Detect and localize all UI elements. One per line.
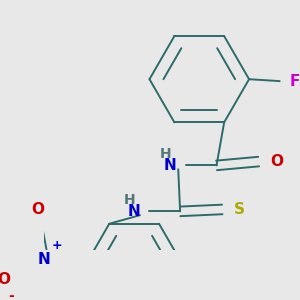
Text: N: N	[127, 204, 140, 219]
Text: -: -	[8, 289, 14, 300]
Text: N: N	[37, 252, 50, 267]
Text: O: O	[31, 202, 44, 217]
Text: F: F	[289, 74, 300, 88]
Text: O: O	[270, 154, 283, 169]
Text: N: N	[164, 158, 176, 173]
Text: +: +	[51, 239, 62, 252]
Text: S: S	[234, 202, 245, 217]
Text: H: H	[160, 147, 172, 161]
Text: H: H	[124, 193, 135, 207]
Text: O: O	[0, 272, 11, 287]
